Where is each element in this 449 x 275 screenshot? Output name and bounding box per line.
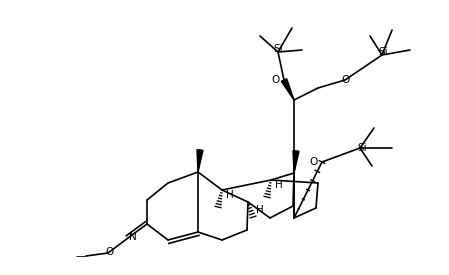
- Text: H: H: [226, 190, 234, 200]
- Text: Si: Si: [273, 44, 283, 54]
- Text: H: H: [275, 180, 283, 190]
- Text: O: O: [309, 157, 317, 167]
- Polygon shape: [282, 79, 294, 100]
- Text: —: —: [76, 251, 86, 261]
- Text: N: N: [129, 232, 137, 242]
- Text: H: H: [256, 205, 264, 215]
- Polygon shape: [293, 151, 299, 173]
- Polygon shape: [197, 150, 203, 172]
- Text: O: O: [106, 247, 114, 257]
- Text: Si: Si: [378, 47, 388, 57]
- Text: O: O: [342, 75, 350, 85]
- Text: O: O: [271, 75, 279, 85]
- Text: Si: Si: [357, 143, 367, 153]
